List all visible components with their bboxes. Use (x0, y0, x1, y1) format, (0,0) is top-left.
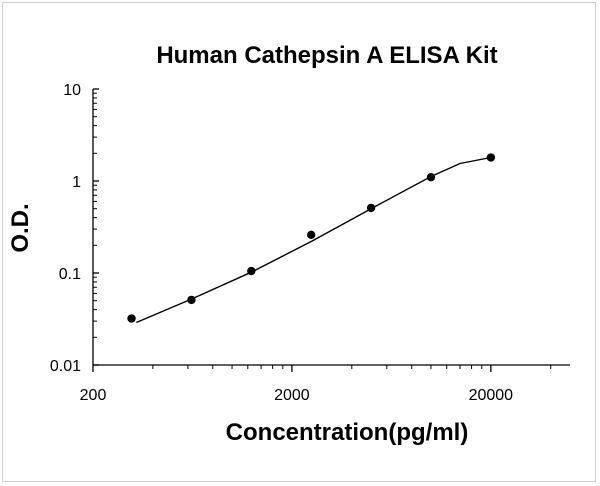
data-point (187, 295, 196, 305)
data-point (486, 153, 496, 162)
x-tick-label: 2000 (274, 387, 310, 404)
data-point (127, 314, 136, 323)
y-tick-label: 0.01 (50, 358, 81, 375)
data-points (127, 153, 496, 323)
data-point (306, 230, 316, 240)
fit-curve-group (136, 156, 491, 324)
y-tick-label: 1 (72, 174, 81, 191)
y-axis-title: O.D. (7, 203, 34, 252)
fit-curve (136, 156, 491, 324)
x-tick-label: 20000 (469, 387, 514, 404)
data-point (247, 266, 256, 276)
data-point (426, 172, 436, 182)
y-tick-label: 0.1 (59, 266, 81, 283)
chart-title: Human Cathepsin A ELISA Kit (156, 42, 497, 69)
chart-frame (2, 2, 596, 482)
axes: 0.01 0.1 1 10 200 2000 20000 (50, 82, 570, 404)
data-point (366, 203, 376, 213)
y-tick-label: 10 (63, 82, 81, 99)
x-axis-title: Concentration(pg/ml) (226, 419, 469, 446)
x-tick-label: 200 (80, 387, 107, 404)
